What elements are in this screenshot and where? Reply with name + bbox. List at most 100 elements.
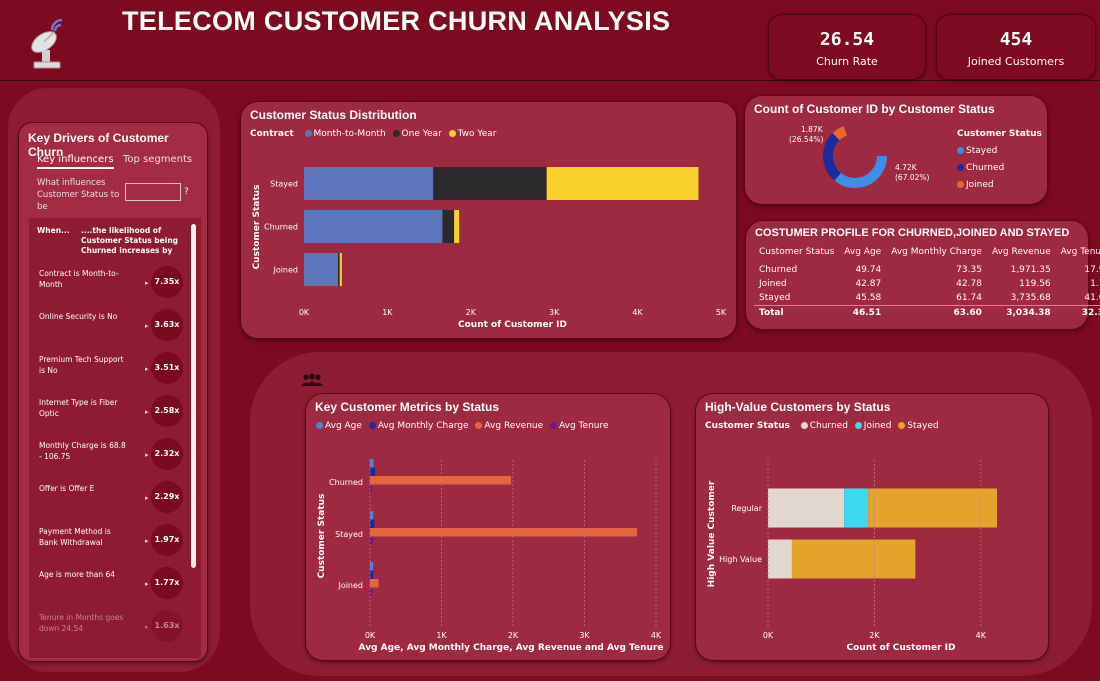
- bar: [370, 467, 376, 476]
- high-value-legend: Customer Status Churned Joined Stayed: [705, 421, 939, 431]
- bar-segment: [304, 253, 339, 286]
- x-tick-label: 0K: [365, 631, 376, 640]
- legend-avg-mc: Avg Monthly Charge: [377, 421, 469, 431]
- status-select[interactable]: [125, 183, 181, 201]
- category-label: Stayed: [270, 180, 298, 189]
- legend-dot-hv-churned: [800, 422, 808, 429]
- table-row: Churned 49.74 73.35 1,971.35 17.98: [754, 263, 1100, 277]
- bar-segment: [768, 488, 845, 528]
- arrow-icon: ▸: [145, 279, 149, 287]
- legend-dot-hv-joined: [854, 422, 862, 429]
- key-metrics-chart: Churned Stayed Joined 0K 1K 2K 3K 4K Avg Age, Av…: [317, 459, 663, 653]
- churn-rate-value: 26.54: [819, 29, 875, 50]
- tab-top-segments[interactable]: Top segments: [123, 154, 193, 165]
- bar: [370, 484, 372, 493]
- legend-two: Two Year: [457, 129, 497, 139]
- influencer-rows: Contract is Month-to-Month ▸ 7.35x Online S…: [29, 262, 189, 658]
- list-item[interactable]: Age is more than 64 ▸ 1.77x: [29, 563, 199, 603]
- donut-legend: Customer Status Stayed Churned Joined: [957, 126, 1042, 194]
- status-donut-title: Count of Customer ID by Customer Status: [754, 102, 995, 116]
- profile-header-row: Customer Status Avg Age Avg Monthly Char…: [754, 245, 1100, 259]
- list-item[interactable]: Premium Tech Support is No ▸ 3.51x: [29, 348, 199, 388]
- tab-key-influencers[interactable]: Key influencers: [37, 154, 114, 169]
- bar: [370, 476, 511, 485]
- influencer-label: Premium Tech Support is No: [39, 355, 124, 375]
- list-scrollbar[interactable]: [191, 224, 196, 568]
- legend-dot-avg-mc: [368, 422, 376, 429]
- x-tick-label: 2K: [508, 631, 519, 640]
- table-cell: 41.04: [1084, 293, 1100, 303]
- category-label: Joined: [337, 581, 363, 590]
- category-label: Regular: [731, 504, 762, 513]
- legend-dot-month: [304, 130, 312, 137]
- donut-slice: [823, 124, 887, 188]
- category-label: Churned: [264, 223, 298, 232]
- list-item[interactable]: Internet Type is Fiber Optic ▸ 2.58x: [29, 391, 199, 431]
- bar-segment: [304, 210, 443, 243]
- list-item[interactable]: Monthly Charge is 68.8 - 106.75 ▸ 2.32x: [29, 434, 199, 474]
- x-tick-label: 3K: [579, 631, 590, 640]
- table-cell: Total: [754, 305, 840, 320]
- key-metrics-panel: Key Customer Metrics by Status Avg Age A…: [305, 393, 671, 661]
- legend-dot-one: [392, 130, 400, 137]
- key-drivers-panel: Key Drivers of Customer Churn Key influe…: [18, 122, 208, 662]
- table-cell: 42.78: [956, 279, 982, 289]
- bar: [370, 528, 638, 537]
- influencer-value: 1.63x: [151, 610, 183, 642]
- x-tick-label: 1K: [436, 631, 447, 640]
- bar-segment: [768, 539, 792, 579]
- arrow-icon: ▸: [145, 451, 149, 459]
- col-when: When...: [37, 226, 70, 235]
- y-axis-label: High Value Customer: [707, 480, 717, 587]
- bar-segment: [454, 210, 460, 243]
- table-cell: 63.60: [886, 305, 987, 320]
- table-cell: 42.87: [855, 279, 882, 289]
- bar-segment: [433, 167, 547, 200]
- status-donut-panel: Count of Customer ID by Customer Status …: [744, 95, 1048, 205]
- x-tick-label: 5K: [716, 308, 727, 317]
- table-cell: 46.51: [839, 305, 887, 320]
- bar: [370, 459, 374, 468]
- influencer-label: Tenure in Months goes down 24.54: [39, 613, 124, 633]
- key-drivers-title: Key Drivers of Customer Churn: [28, 131, 169, 159]
- list-item[interactable]: Contract is Month-to-Month ▸ 7.35x: [29, 262, 199, 302]
- profile-header-cell: Avg Tenure: [1060, 247, 1100, 257]
- arrow-icon: ▸: [145, 322, 149, 330]
- bar: [370, 511, 374, 520]
- category-label: Stayed: [335, 530, 363, 539]
- list-item[interactable]: Payment Method is Bank Withdrawal ▸ 1.97x: [29, 520, 199, 560]
- influencer-list: When... ....the likelihood of Customer S…: [29, 218, 201, 658]
- arrow-icon: ▸: [145, 365, 149, 373]
- key-metrics-title: Key Customer Metrics by Status: [315, 400, 500, 414]
- x-axis-label: Count of Customer ID: [458, 320, 567, 330]
- table-row: Joined 42.87 42.78 119.56 1.72: [754, 277, 1100, 291]
- x-tick-label: 4K: [651, 631, 662, 640]
- list-item[interactable]: Online Security is No ▸ 3.63x: [29, 305, 199, 345]
- donut-slice: [823, 124, 887, 188]
- influence-question: What influences Customer Status to be: [37, 178, 120, 212]
- profile-header-cell: Avg Age: [844, 247, 882, 257]
- table-cell: 49.74: [855, 265, 882, 275]
- legend-dot-churned: [957, 164, 964, 171]
- data-label: 1.87K: [801, 125, 824, 134]
- category-label: Churned: [329, 478, 363, 487]
- table-cell: 3,735.68: [1010, 293, 1051, 303]
- table-cell: 119.56: [1019, 279, 1051, 289]
- question-mark: ?: [184, 187, 189, 197]
- bar-segment: [844, 488, 869, 528]
- influencer-value: 7.35x: [151, 266, 183, 298]
- list-item[interactable]: Tenure in Months goes down 24.54 ▸ 1.63x: [29, 606, 199, 646]
- list-item[interactable]: Offer is Offer E ▸ 2.29x: [29, 477, 199, 517]
- high-value-chart: Regular High Value 0K 2K 4K Count of Customer…: [707, 460, 997, 653]
- table-cell: 32.39: [1055, 305, 1100, 320]
- x-tick-label: 2K: [869, 631, 880, 640]
- header-bar: [0, 0, 1100, 81]
- table-cell: Joined: [759, 279, 787, 289]
- x-tick-label: 3K: [549, 308, 560, 317]
- x-axis-label: Count of Customer ID: [847, 643, 956, 653]
- bar: [370, 587, 372, 596]
- legend-dot-stayed: [957, 147, 964, 154]
- legend-hv-joined: Joined: [863, 421, 892, 431]
- bar: [370, 536, 373, 545]
- x-tick-label: 4K: [976, 631, 987, 640]
